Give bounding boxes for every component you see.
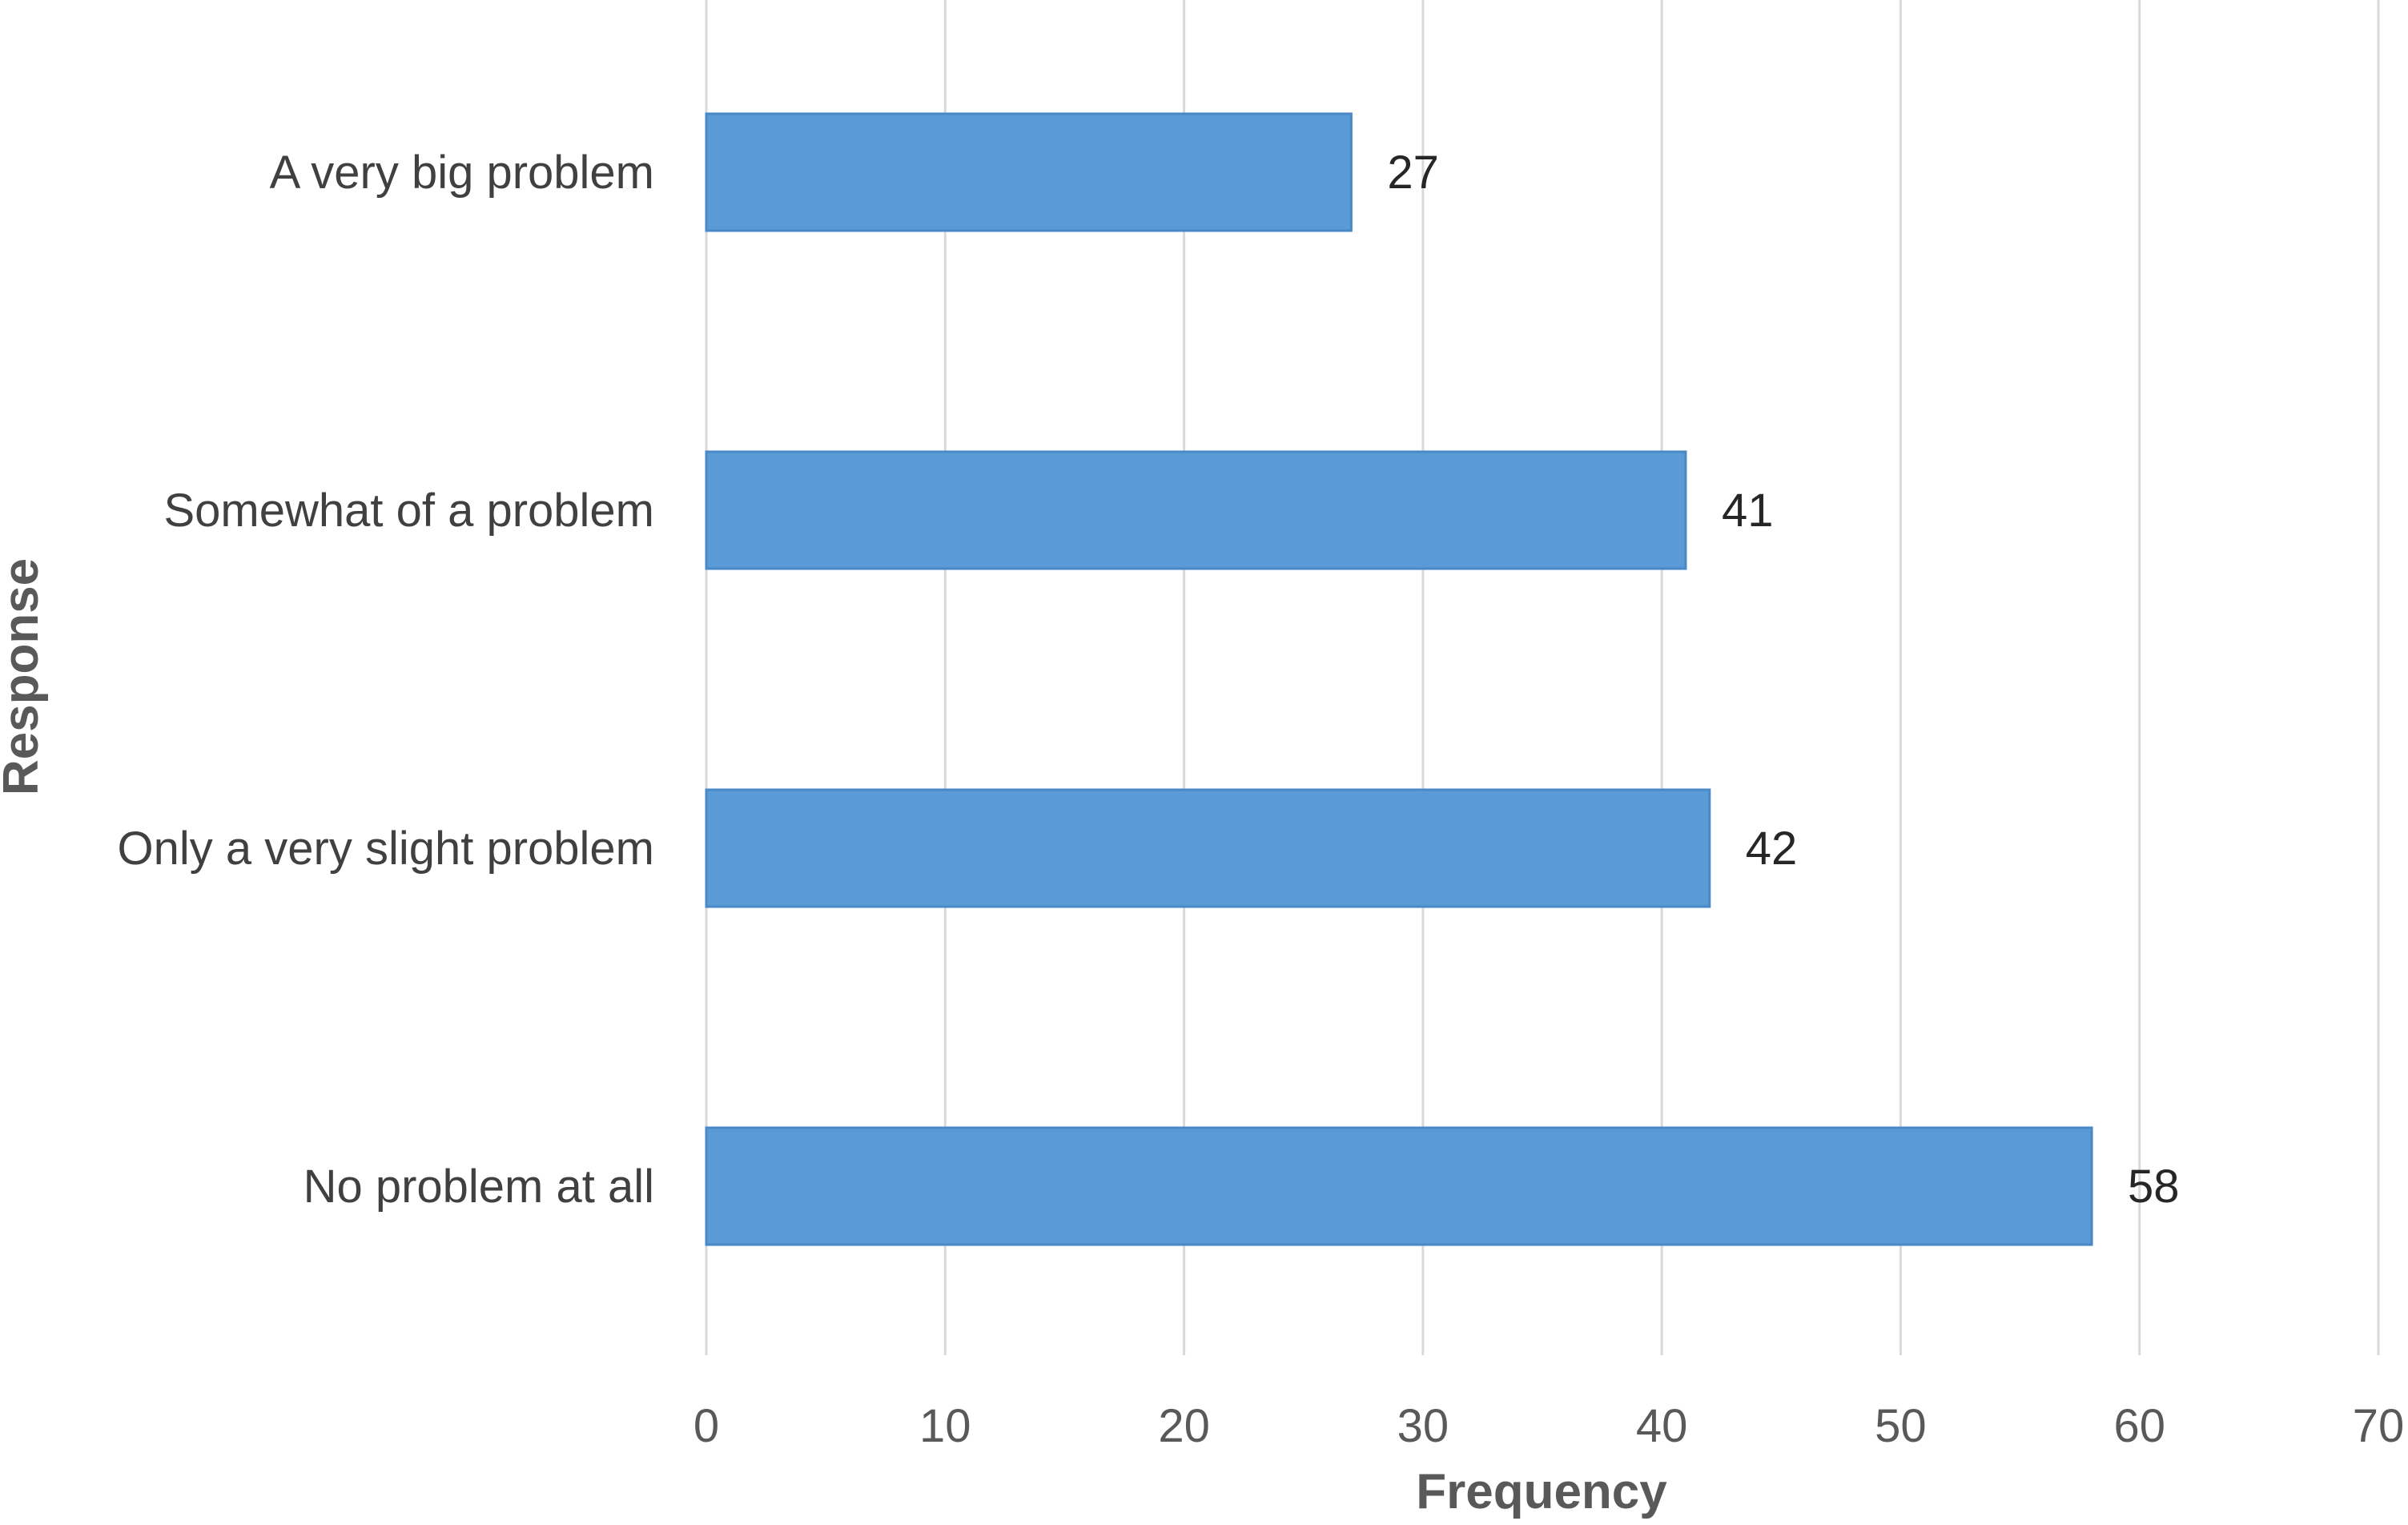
bar	[705, 788, 1711, 908]
data-labels: 27 41 42 58	[1387, 147, 2179, 1213]
x-tick-label: 70	[2353, 1400, 2405, 1452]
data-label: 42	[1746, 823, 1798, 875]
x-axis-title: Frequency	[1416, 1464, 1667, 1519]
x-tick-labels: 0 10 20 30 40 50 60 70	[693, 1400, 2404, 1452]
category-label: No problem at all	[304, 1161, 654, 1213]
bars	[705, 112, 2093, 1246]
category-label: Somewhat of a problem	[163, 485, 654, 537]
bar	[705, 112, 1353, 232]
x-tick-label: 50	[1875, 1400, 1927, 1452]
bar	[705, 1126, 2093, 1246]
x-tick-label: 10	[919, 1400, 971, 1452]
bar	[705, 450, 1687, 570]
x-tick-label: 0	[693, 1400, 719, 1452]
x-tick-label: 40	[1636, 1400, 1688, 1452]
category-label: Only a very slight problem	[118, 823, 654, 875]
data-label: 41	[1722, 485, 1774, 537]
category-labels: A very big problem Somewhat of a problem O…	[118, 147, 654, 1213]
category-label: A very big problem	[270, 147, 654, 199]
x-tick-label: 20	[1158, 1400, 1210, 1452]
x-tick-label: 60	[2113, 1400, 2165, 1452]
data-label: 58	[2128, 1161, 2180, 1213]
y-axis-title: Response	[0, 558, 49, 795]
data-label: 27	[1387, 147, 1439, 199]
x-tick-label: 30	[1397, 1400, 1449, 1452]
